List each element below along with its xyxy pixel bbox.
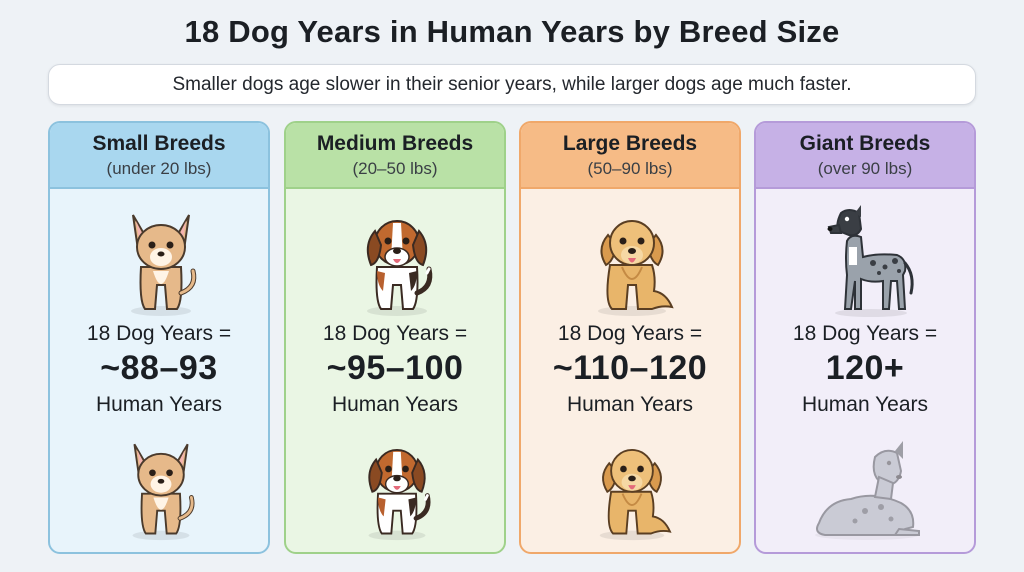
senior-golden-retriever-icon [572,431,692,543]
card-header: Small Breeds (under 20 lbs) [50,123,268,189]
card-header: Large Breeds (50–90 lbs) [521,123,739,189]
subtitle-banner: Smaller dogs age slower in their senior … [48,64,976,105]
weight-range: (over 90 lbs) [817,158,913,178]
chihuahua-icon [111,201,211,319]
dog-years-label: 18 Dog Years = [557,322,703,345]
dog-years-label: 18 Dog Years = [86,322,232,345]
human-years-unit: Human Years [331,393,459,416]
human-years-unit: Human Years [566,393,694,416]
dog-years-label: 18 Dog Years = [322,322,468,345]
subtitle-text: Smaller dogs age slower in their senior … [172,73,852,95]
human-years-value: ~88–93 [100,349,218,387]
beagle-icon [347,201,447,319]
breed-size-title: Medium Breeds [316,131,474,155]
golden-retriever-icon [582,201,682,319]
weight-range: (20–50 lbs) [352,158,438,178]
faded-great-dane-icon [772,431,958,543]
human-years-value: ~110–120 [552,349,708,387]
card-small-breeds: Small Breeds (under 20 lbs) 18 Dog Years… [48,121,270,554]
card-medium-breeds: Medium Breeds (20–50 lbs) 18 Dog Years =… [284,121,506,554]
human-years-value: ~95–100 [326,349,464,387]
weight-range: (under 20 lbs) [106,158,212,178]
card-large-breeds: Large Breeds (50–90 lbs) 18 Dog Years = … [519,121,741,554]
breed-size-title: Large Breeds [562,131,698,155]
human-years-unit: Human Years [95,393,223,416]
dog-years-label: 18 Dog Years = [792,322,938,345]
breed-size-title: Giant Breeds [799,131,931,155]
great-dane-icon [817,201,917,319]
senior-chihuahua-icon [101,431,221,543]
card-header: Medium Breeds (20–50 lbs) [286,123,504,189]
card-giant-breeds: Giant Breeds (over 90 lbs) 18 Dog Years … [754,121,976,554]
breed-size-title: Small Breeds [92,131,226,155]
page-title: 18 Dog Years in Human Years by Breed Siz… [184,14,840,49]
human-years-unit: Human Years [801,393,929,416]
human-years-value: 120+ [825,349,905,387]
senior-beagle-icon [337,431,457,543]
weight-range: (50–90 lbs) [587,158,673,178]
card-header: Giant Breeds (over 90 lbs) [756,123,974,189]
